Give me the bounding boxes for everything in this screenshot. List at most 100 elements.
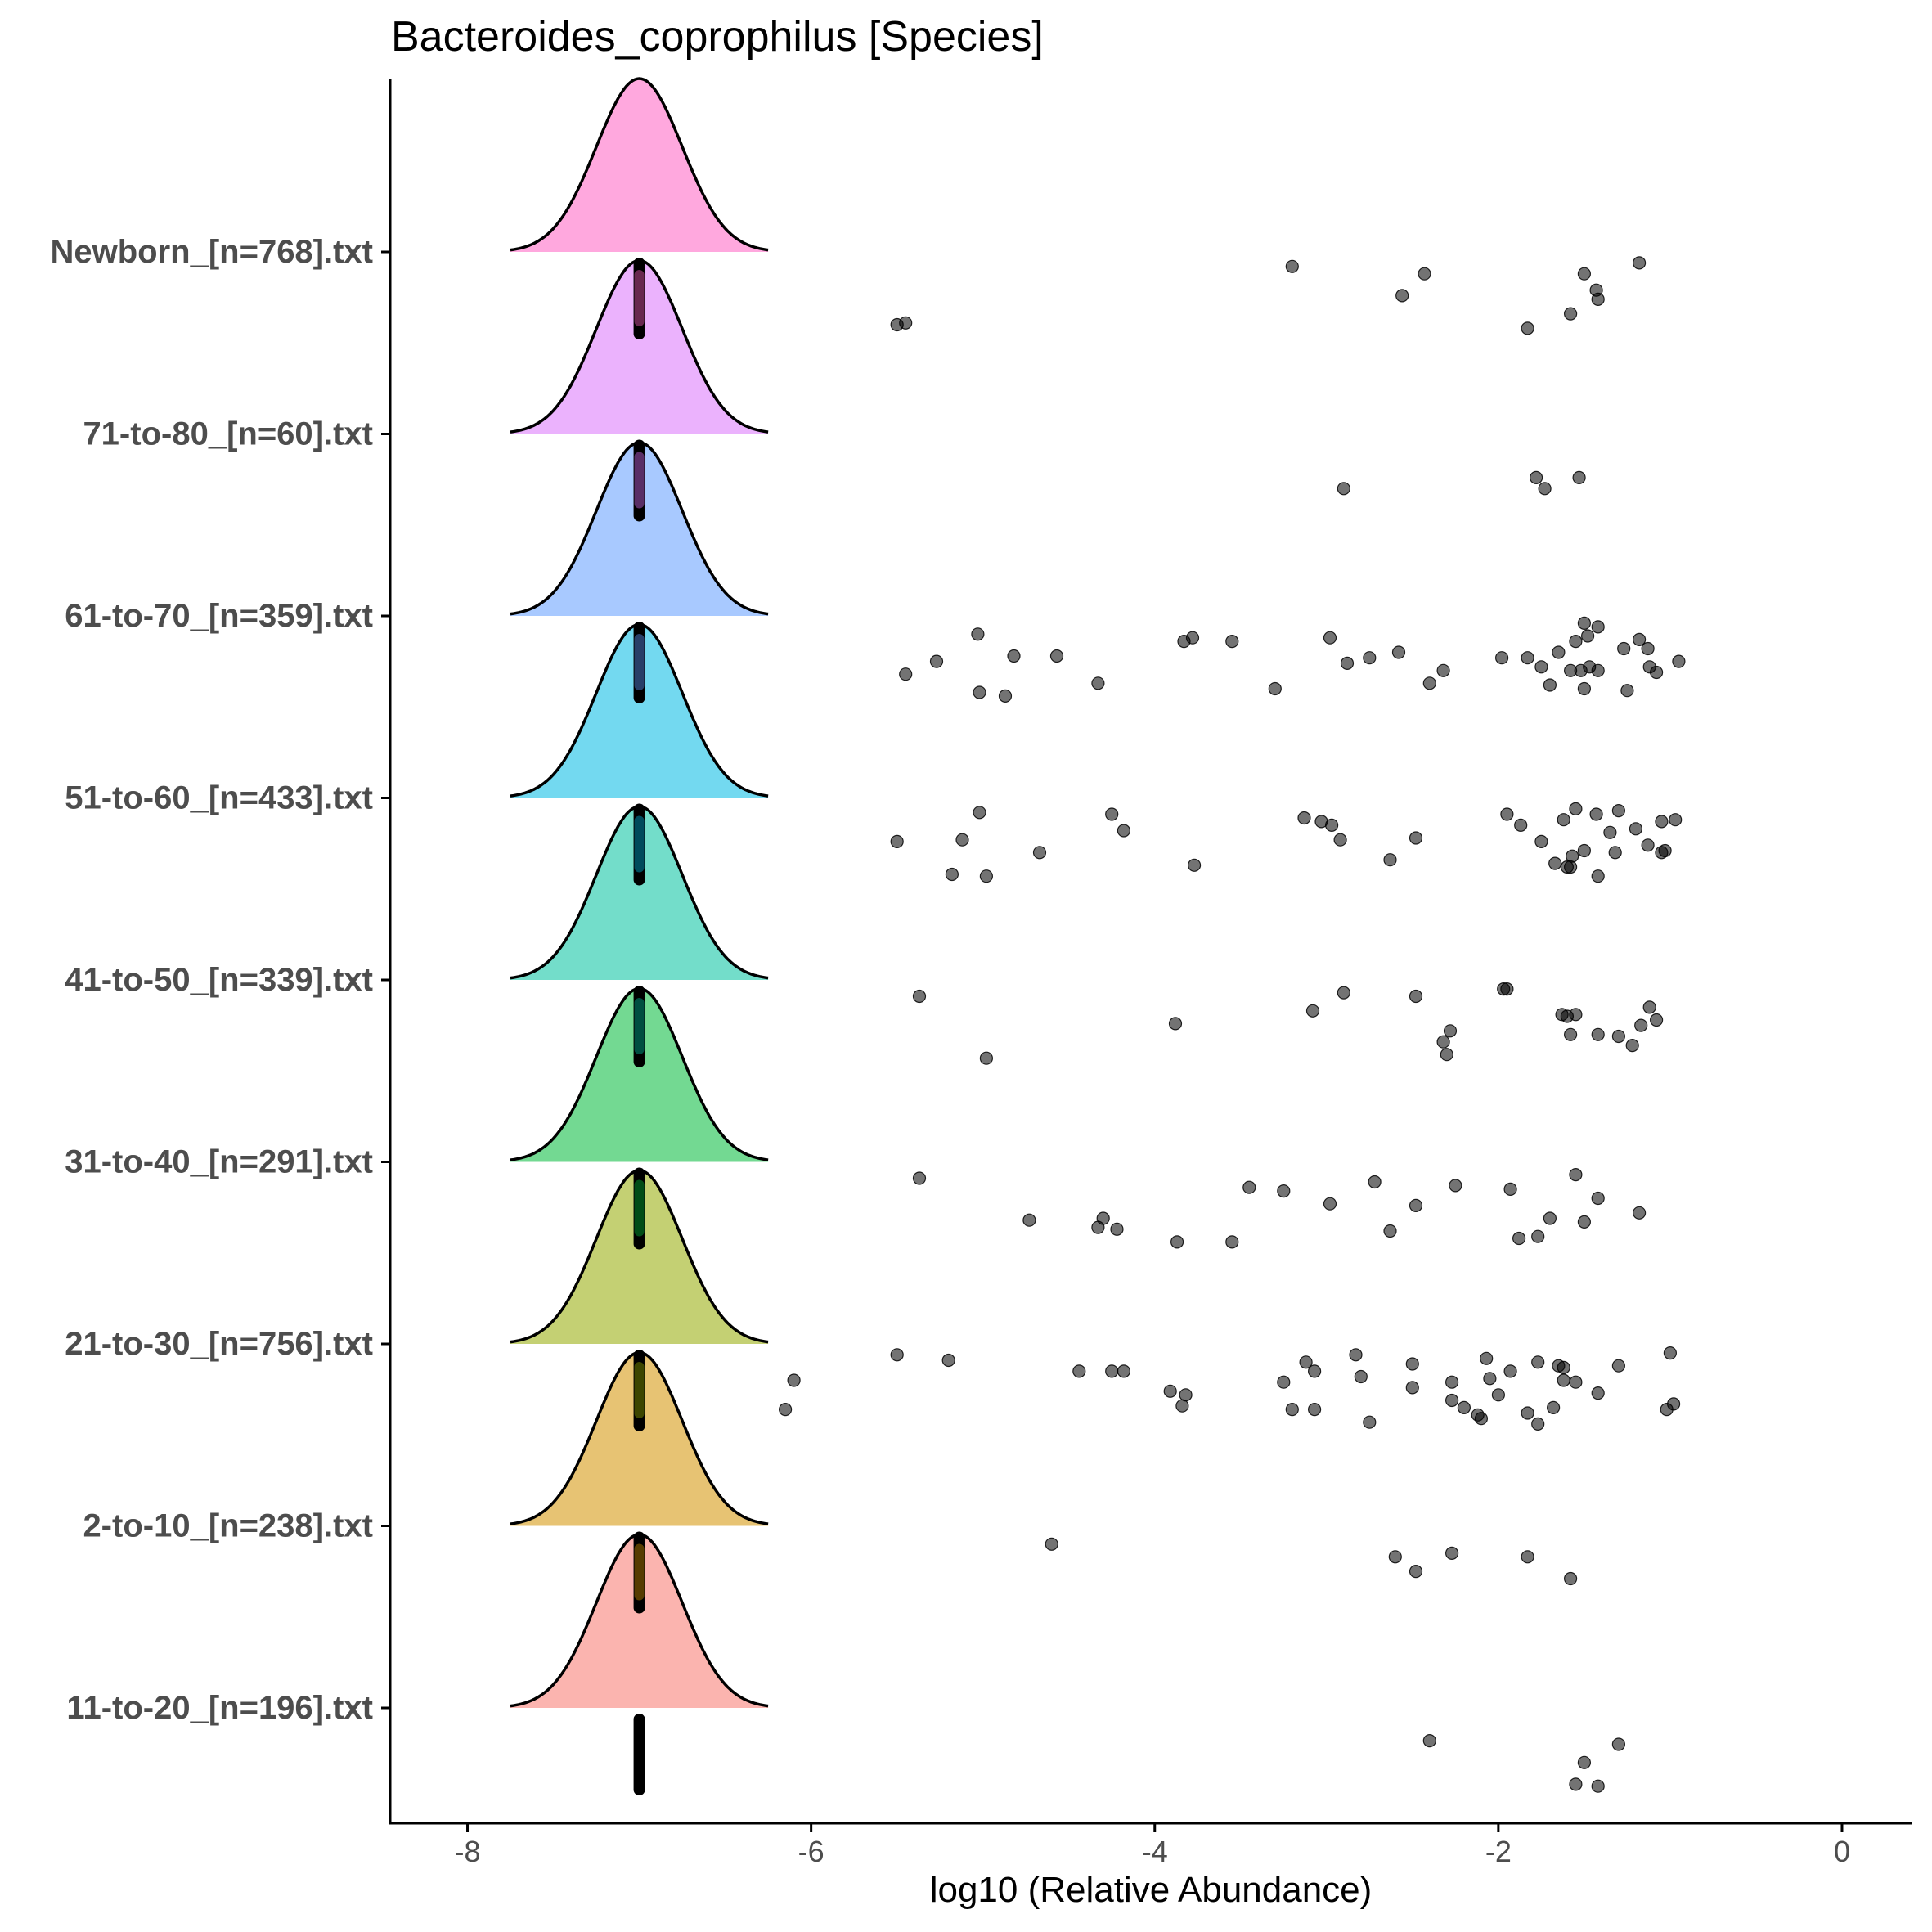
data-point: [1572, 470, 1586, 485]
data-point: [1569, 1777, 1583, 1791]
data-point: [1577, 616, 1592, 631]
data-point: [971, 627, 985, 641]
data-point: [1445, 1546, 1459, 1561]
data-point: [912, 989, 927, 1004]
density-fill: [510, 1534, 769, 1708]
data-point: [1277, 1375, 1291, 1389]
data-point: [998, 689, 1013, 703]
data-point: [979, 869, 994, 883]
data-point: [1642, 1000, 1656, 1014]
x-tick-label: -2: [1485, 1835, 1512, 1868]
data-point: [1185, 631, 1200, 645]
data-point: [1449, 1179, 1462, 1193]
data-point: [1491, 1388, 1506, 1402]
data-point: [1620, 684, 1634, 698]
x-tick-label: -6: [798, 1835, 824, 1868]
data-point: [1105, 807, 1119, 821]
data-point: [1409, 831, 1423, 845]
x-tick-label: -4: [1142, 1835, 1168, 1868]
data-point: [1163, 1384, 1177, 1398]
data-point: [1418, 267, 1431, 281]
data-point: [1563, 1027, 1578, 1041]
data-point: [1591, 1386, 1605, 1400]
data-point: [1091, 676, 1105, 690]
data-point: [1634, 1018, 1648, 1032]
data-point: [1383, 853, 1397, 867]
data-point: [1405, 1357, 1419, 1371]
data-point: [1660, 1402, 1674, 1417]
data-point: [1566, 849, 1579, 863]
data-point: [1641, 838, 1655, 852]
data-point: [1521, 651, 1534, 665]
data-point: [1591, 1191, 1605, 1206]
data-point: [1383, 1224, 1397, 1238]
data-point: [1546, 1400, 1561, 1415]
data-point: [1548, 856, 1562, 870]
data-point: [1323, 1197, 1337, 1211]
data-point: [1563, 1571, 1578, 1586]
data-point: [1632, 632, 1647, 647]
data-point: [1297, 811, 1311, 825]
data-point: [1557, 1360, 1570, 1375]
data-point: [1032, 846, 1047, 860]
data-point: [1225, 634, 1239, 649]
y-tick-label: 2-to-10_[n=238].txt: [83, 1508, 373, 1544]
data-point: [1225, 1235, 1239, 1249]
data-point: [787, 1373, 801, 1387]
data-point: [1422, 1734, 1436, 1748]
data-point: [1557, 1373, 1570, 1387]
data-point: [1340, 656, 1355, 671]
data-point: [1632, 1206, 1647, 1220]
data-point: [1187, 858, 1202, 872]
data-point: [1543, 1211, 1557, 1225]
data-point: [1391, 645, 1406, 659]
density-fill: [510, 443, 769, 616]
data-point: [1591, 869, 1605, 883]
data-point: [1574, 663, 1588, 677]
data-point: [1337, 482, 1350, 496]
data-point: [1529, 470, 1543, 485]
data-point: [1363, 1415, 1377, 1429]
data-point: [1649, 1013, 1664, 1027]
data-point: [1625, 1038, 1639, 1053]
data-point: [1117, 1364, 1131, 1378]
data-point: [1072, 1364, 1086, 1378]
data-point: [1307, 1364, 1322, 1378]
data-point: [1049, 649, 1064, 663]
data-point: [1500, 982, 1514, 996]
data-point: [1474, 1412, 1489, 1426]
data-point: [1552, 645, 1566, 659]
data-point: [1591, 663, 1605, 677]
data-point: [1521, 1550, 1534, 1564]
data-point: [1669, 813, 1683, 827]
x-tick-label: 0: [1834, 1835, 1850, 1868]
data-point: [1617, 641, 1631, 656]
y-tick-label: 61-to-70_[n=359].txt: [65, 598, 373, 634]
data-point: [1500, 807, 1514, 821]
data-point: [1285, 259, 1299, 273]
data-point: [1179, 1388, 1193, 1402]
data-point: [1168, 1017, 1183, 1031]
y-tick-label: 71-to-80_[n=60].txt: [83, 416, 373, 452]
density-fill: [510, 79, 769, 252]
data-point: [1045, 1537, 1058, 1551]
y-axis-labels: 11-to-20_[n=196].txt 2-to-10_[n=238].txt 2…: [50, 234, 390, 1726]
data-point: [1591, 292, 1605, 306]
data-point: [1569, 1008, 1583, 1022]
y-tick-label: 31-to-40_[n=291].txt: [65, 1144, 373, 1180]
data-point: [1521, 321, 1534, 335]
data-point: [1483, 1372, 1497, 1386]
data-point: [1649, 665, 1664, 680]
data-point: [1569, 634, 1583, 649]
data-point: [1480, 1351, 1494, 1365]
data-point: [1632, 256, 1647, 270]
data-point: [1299, 1355, 1313, 1369]
y-tick-label: 41-to-50_[n=339].txt: [65, 962, 373, 998]
data-point: [1022, 1213, 1036, 1227]
data-point: [1445, 1393, 1459, 1408]
data-point: [1672, 654, 1686, 668]
data-point: [1363, 651, 1377, 665]
density-fill: [510, 260, 769, 434]
data-point: [1569, 1167, 1583, 1182]
